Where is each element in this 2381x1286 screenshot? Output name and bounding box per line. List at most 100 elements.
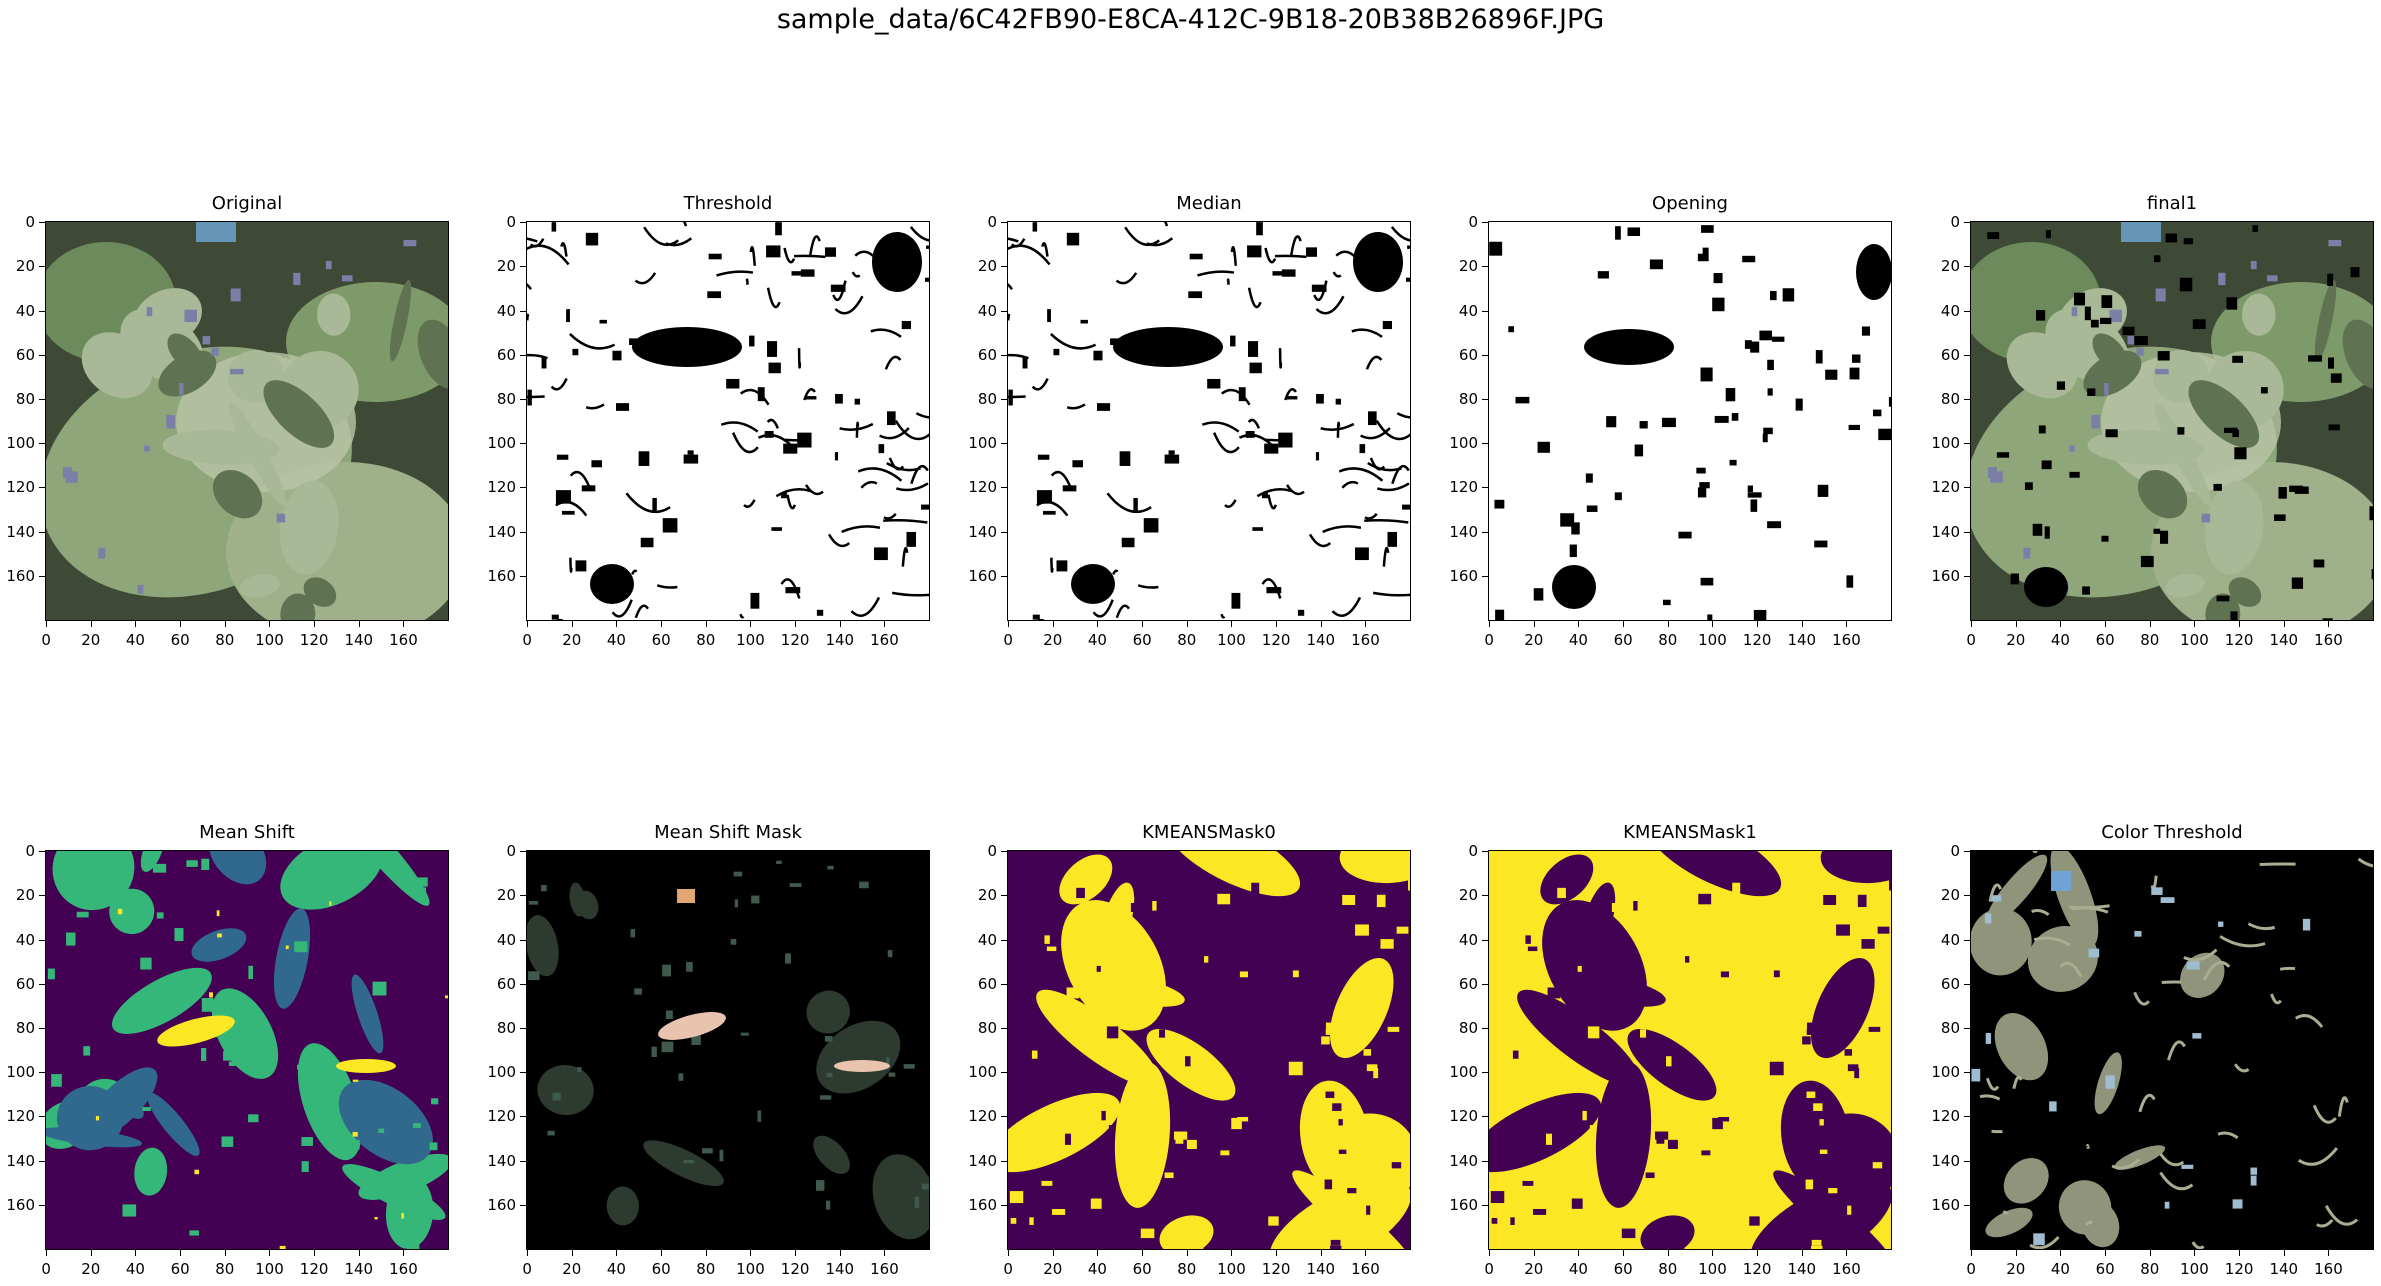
y-tick-label: 0 — [506, 842, 516, 861]
y-tick-mark — [1964, 487, 1970, 489]
x-tick-mark — [1757, 621, 1759, 627]
x-tick-mark — [1578, 1250, 1580, 1256]
subplot-title: Mean Shift — [199, 822, 295, 843]
image-content — [46, 222, 448, 620]
y-tick-label: 100 — [1449, 434, 1478, 453]
y-tick-mark — [1964, 1204, 1970, 1206]
x-tick-label: 160 — [1351, 631, 1380, 649]
x-tick-mark — [571, 1250, 573, 1256]
y-tick-mark — [1001, 354, 1007, 356]
image-axes — [1007, 221, 1411, 621]
image-axes — [526, 221, 930, 621]
x-tick-mark — [403, 1250, 405, 1256]
x-tick-mark — [135, 1250, 137, 1256]
x-tick-mark — [1971, 1250, 1973, 1256]
x-tick-label: 140 — [1787, 1260, 1817, 1278]
y-tick-label: 80 — [1940, 1018, 1960, 1037]
y-tick-mark — [1482, 1072, 1488, 1074]
x-tick-label: 0 — [522, 1260, 532, 1278]
x-tick-label: 120 — [1742, 1260, 1772, 1278]
y-tick-label: 100 — [1931, 1063, 1960, 1082]
y-tick-label: 60 — [1940, 345, 1960, 364]
x-tick-mark — [2194, 1250, 2196, 1256]
y-tick-mark — [1964, 266, 1970, 268]
x-tick-label: 160 — [1832, 1260, 1861, 1278]
x-tick-label: 40 — [1568, 631, 1588, 649]
y-tick-mark — [1001, 851, 1007, 853]
x-tick-mark — [2060, 1250, 2062, 1256]
y-tick-mark — [1001, 1204, 1007, 1206]
y-tick-label: 100 — [968, 434, 997, 453]
x-tick-mark — [2283, 1250, 2285, 1256]
y-tick-mark — [520, 487, 526, 489]
y-tick-label: 140 — [968, 522, 997, 541]
x-tick-mark — [180, 621, 182, 627]
x-tick-label: 0 — [1484, 631, 1494, 649]
x-tick-mark — [1008, 1250, 1010, 1256]
y-tick-mark — [39, 1160, 45, 1162]
y-tick-mark — [39, 1072, 45, 1074]
x-tick-label: 0 — [1484, 1260, 1494, 1278]
y-tick-mark — [1964, 939, 1970, 941]
x-tick-label: 20 — [562, 1260, 582, 1278]
y-tick-mark — [1001, 1072, 1007, 1074]
y-tick-label: 60 — [977, 345, 997, 364]
x-tick-mark — [1533, 1250, 1535, 1256]
x-tick-mark — [1623, 1250, 1625, 1256]
image-content — [1008, 851, 1410, 1249]
y-tick-label: 80 — [1940, 389, 1960, 408]
y-tick-mark — [1964, 983, 1970, 985]
y-tick-mark — [1001, 1116, 1007, 1118]
y-tick-label: 100 — [6, 434, 35, 453]
x-tick-label: 120 — [1742, 631, 1772, 649]
y-tick-mark — [1964, 1027, 1970, 1029]
subplot-title: Median — [1176, 193, 1242, 214]
x-tick-label: 140 — [1787, 631, 1817, 649]
x-tick-mark — [314, 621, 316, 627]
y-tick-mark — [39, 939, 45, 941]
y-tick-label: 140 — [968, 1151, 997, 1170]
y-tick-label: 80 — [15, 1018, 35, 1037]
y-tick-label: 120 — [487, 478, 516, 497]
x-tick-label: 120 — [2224, 1260, 2254, 1278]
x-tick-label: 160 — [389, 631, 418, 649]
y-tick-label: 0 — [1950, 213, 1960, 232]
x-tick-mark — [1489, 621, 1491, 627]
y-tick-label: 20 — [15, 886, 35, 905]
x-tick-mark — [884, 1250, 886, 1256]
y-tick-mark — [1001, 983, 1007, 985]
x-tick-mark — [1142, 621, 1144, 627]
x-tick-label: 100 — [255, 1260, 284, 1278]
y-tick-mark — [520, 939, 526, 941]
y-tick-label: 120 — [6, 478, 35, 497]
image-content — [527, 222, 929, 620]
x-tick-mark — [2060, 621, 2062, 627]
y-tick-label: 140 — [6, 1151, 35, 1170]
y-tick-mark — [520, 354, 526, 356]
y-tick-label: 100 — [968, 1063, 997, 1082]
y-tick-label: 80 — [15, 389, 35, 408]
y-tick-mark — [1001, 487, 1007, 489]
y-tick-label: 100 — [6, 1063, 35, 1082]
y-tick-label: 0 — [1468, 213, 1478, 232]
x-tick-label: 60 — [1132, 1260, 1152, 1278]
y-tick-mark — [1482, 1160, 1488, 1162]
x-tick-label: 160 — [2314, 631, 2343, 649]
image-content — [1489, 851, 1891, 1249]
y-tick-label: 100 — [487, 1063, 516, 1082]
image-content — [1008, 222, 1410, 620]
subplot-final1: final1 0 20 40 60 80 100 120 140 160 0 20 40 60 80 100 1… — [1931, 193, 2374, 649]
x-tick-mark — [90, 1250, 92, 1256]
x-tick-mark — [705, 621, 707, 627]
x-tick-label: 120 — [780, 631, 810, 649]
y-tick-label: 0 — [1950, 842, 1960, 861]
y-tick-mark — [1964, 310, 1970, 312]
y-tick-label: 120 — [1449, 1107, 1478, 1126]
y-tick-label: 60 — [1940, 974, 1960, 993]
y-tick-mark — [39, 222, 45, 224]
y-tick-mark — [39, 851, 45, 853]
x-tick-mark — [1186, 1250, 1188, 1256]
y-tick-mark — [1001, 531, 1007, 533]
y-tick-label: 60 — [15, 345, 35, 364]
image-axes — [45, 850, 449, 1250]
